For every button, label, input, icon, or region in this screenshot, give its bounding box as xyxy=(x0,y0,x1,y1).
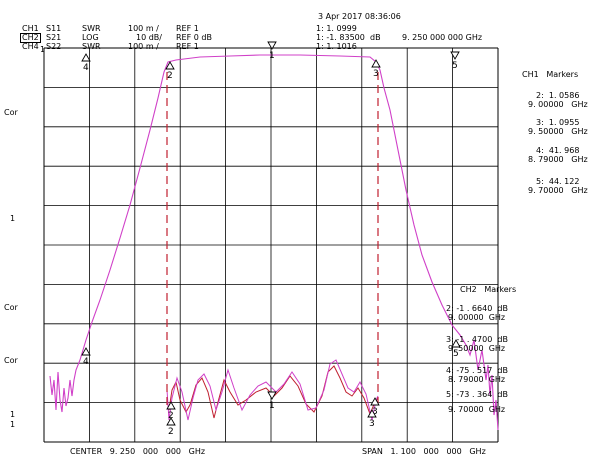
marker-frequency: 9. 250 000 000 GHz xyxy=(402,33,483,42)
datetime-label: 3 Apr 2017 08:36:06 xyxy=(318,12,401,21)
ch4-scale: 100 m / xyxy=(128,42,159,51)
marker-2-top-label: 2 xyxy=(167,71,173,81)
marker-2-bottom-label: 2 xyxy=(168,427,174,437)
trace-s21 xyxy=(49,54,499,431)
ch1-marker-value: 1: 1. 0999 xyxy=(316,24,357,33)
marker-4-lower-triangle[interactable] xyxy=(81,347,91,356)
left-label-cor-1: Cor xyxy=(4,108,18,117)
span-frequency-label: SPAN 1. 100 000 000 GHz xyxy=(362,447,486,456)
marker-3-lower-triangle[interactable] xyxy=(370,397,380,406)
ch2-format: LOG xyxy=(82,33,99,42)
trace-group xyxy=(49,54,499,431)
ch2-label[interactable]: CH2 xyxy=(20,33,41,43)
left-label-1: 1 xyxy=(10,214,16,223)
ch4-label[interactable]: CH4 xyxy=(22,42,39,51)
ch1-label[interactable]: CH1 xyxy=(22,24,39,33)
ch1-marker-3-freq: 9. 50000 GHz xyxy=(528,127,588,136)
left-label-cor-3: Cor xyxy=(4,356,18,365)
left-label-ref-2: 1 xyxy=(10,420,16,429)
ch1-ref: REF 1 xyxy=(176,24,199,33)
ch1-marker-4-freq: 8. 79000 GHz xyxy=(528,155,588,164)
ch2-param: S21 xyxy=(46,33,62,42)
marker-2-bottom-triangle[interactable] xyxy=(166,417,176,426)
marker-3-bottom-label: 3 xyxy=(369,419,375,429)
ch1-format: SWR xyxy=(82,24,101,33)
ch1-param: S11 xyxy=(46,24,62,33)
center-frequency-label: CENTER 9. 250 000 000 GHz xyxy=(70,447,206,456)
ch2-marker-5-freq: 9. 70000 GHz xyxy=(448,405,506,414)
marker-2-lower-label: 2 xyxy=(168,411,174,421)
ch1-marker-5-value: 5: 44. 122 xyxy=(536,177,580,186)
marker-3-top-triangle[interactable] xyxy=(371,59,381,68)
ch1-marker-2-value: 2: 1. 0586 xyxy=(536,91,580,100)
marker-5-lower-label: 5 xyxy=(453,349,459,359)
marker-3-bottom-triangle[interactable] xyxy=(367,409,377,418)
ch2-marker-2-freq: 9. 00000 GHz xyxy=(448,313,506,322)
marker-1-top-label: 1 xyxy=(269,51,275,61)
ch2-markers-title: CH2 Markers xyxy=(460,285,517,294)
marker-4-top-label: 4 xyxy=(83,63,89,73)
ch2-marker-3-freq: 9. 50000 GHz xyxy=(448,344,506,353)
ch4-ref: REF 1 xyxy=(176,42,199,51)
ch4-format: SWR xyxy=(82,42,101,51)
marker-5-top-triangle[interactable] xyxy=(450,51,460,60)
marker-2-lower-triangle[interactable] xyxy=(166,401,176,410)
ch2-ref: REF 0 dB xyxy=(176,33,212,42)
marker-3-top-label: 3 xyxy=(373,69,379,79)
marker-2-top-triangle[interactable] xyxy=(165,61,175,70)
marker-3-lower-label: 3 xyxy=(372,407,378,417)
ch1-scale: 100 m / xyxy=(128,24,159,33)
ch2-marker-2-value: 2: -1 . 6640 dB xyxy=(446,304,508,313)
ch2-marker-3-value: 3: -1 . 4700 dB xyxy=(446,335,508,344)
ch2-scale: 10 dB/ xyxy=(136,33,162,42)
ch1-marker-3-value: 3: 1. 0955 xyxy=(536,118,580,127)
trace-s11 xyxy=(166,365,379,419)
ch1-markers-title: CH1 Markers xyxy=(522,70,579,79)
left-top-marker: 1 xyxy=(40,45,46,54)
ch2-marker-unit: dB xyxy=(370,33,381,42)
ch1-marker-5-freq: 9. 70000 GHz xyxy=(528,186,588,195)
marker-4-top-triangle[interactable] xyxy=(81,53,91,62)
marker-1-top-triangle[interactable] xyxy=(267,41,277,50)
marker-1-lower-triangle[interactable] xyxy=(267,391,277,400)
ch2-marker-5-value: 5: -73 . 364 dB xyxy=(446,390,508,399)
ch2-marker-4-value: 4: -75 . 517 dB xyxy=(446,366,508,375)
ch2-marker-value: 1: -1. 83500 xyxy=(316,33,365,42)
marker-5-top-label: 5 xyxy=(452,61,458,71)
marker-1-lower-label: 1 xyxy=(269,401,275,411)
trace-s22 xyxy=(166,359,379,421)
marker-5-lower-triangle[interactable] xyxy=(451,339,461,348)
ch4-marker-value: 1: 1. 1016 xyxy=(316,42,357,51)
ch1-marker-4-value: 4: 41. 968 xyxy=(536,146,580,155)
marker-group: 1 4 2 3 5 4 5 1 2 3 2 3 xyxy=(81,41,461,437)
graticule-grid xyxy=(43,47,499,443)
marker-4-lower-label: 4 xyxy=(83,357,89,367)
left-label-cor-2: Cor xyxy=(4,303,18,312)
ch1-marker-2-freq: 9. 00000 GHz xyxy=(528,100,588,109)
header-bar: 3 Apr 2017 08:36:06 CH1 S11 SWR 100 m / … xyxy=(0,0,600,52)
left-label-ref-1: 1 xyxy=(10,410,16,419)
ch2-marker-4-freq: 8. 79000 GHz xyxy=(448,375,506,384)
ch4-param: S22 xyxy=(46,42,62,51)
